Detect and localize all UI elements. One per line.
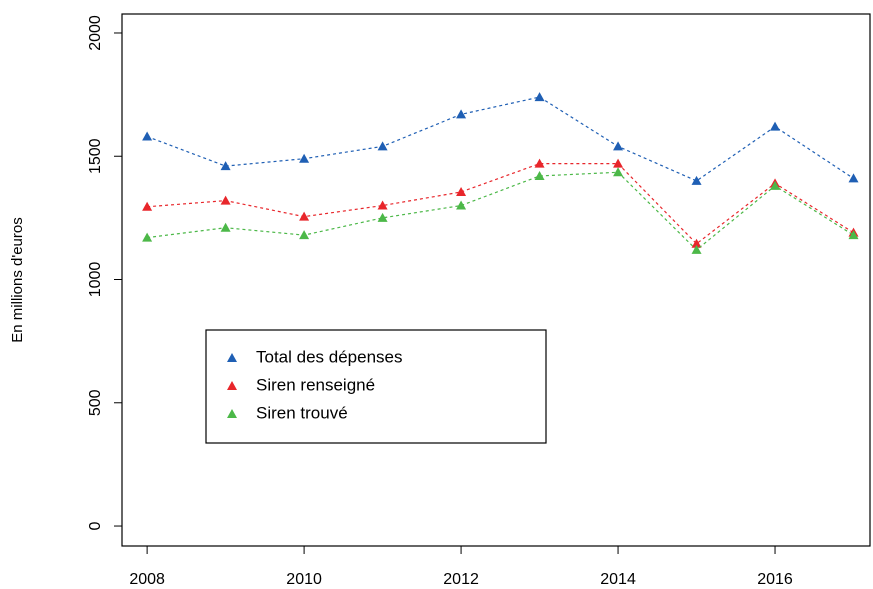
y-tick-label: 0 xyxy=(87,521,104,530)
data-point xyxy=(142,201,153,211)
legend-label: Total des dépenses xyxy=(256,347,403,366)
y-tick-label: 1000 xyxy=(87,262,104,298)
data-point xyxy=(220,195,231,205)
legend-marker xyxy=(227,381,237,390)
y-tick-label: 2000 xyxy=(87,15,104,51)
data-point xyxy=(770,180,781,190)
data-point xyxy=(534,158,545,168)
y-tick-label: 1500 xyxy=(87,138,104,174)
data-point xyxy=(299,211,310,221)
data-point xyxy=(456,109,467,119)
data-point xyxy=(220,222,231,232)
data-point xyxy=(534,170,545,180)
data-point xyxy=(377,200,388,210)
data-point xyxy=(456,200,467,210)
data-point xyxy=(456,186,467,196)
x-tick-label: 2010 xyxy=(286,571,322,588)
series-line xyxy=(146,96,854,182)
data-point xyxy=(691,175,702,185)
data-point xyxy=(691,238,702,248)
legend-label: Siren trouvé xyxy=(256,403,348,422)
legend-box xyxy=(205,329,547,444)
series-line xyxy=(147,163,854,245)
data-point xyxy=(142,131,153,141)
data-point xyxy=(377,212,388,222)
data-point xyxy=(848,230,859,240)
y-axis-label: En millions d'euros xyxy=(9,217,26,342)
data-point xyxy=(691,244,702,254)
data-point xyxy=(613,167,624,177)
data-point xyxy=(142,232,153,242)
legend-marker xyxy=(227,409,237,418)
legend-label: Siren renseigné xyxy=(256,375,375,394)
x-tick-label: 2008 xyxy=(129,571,165,588)
y-tick-label: 500 xyxy=(87,389,104,416)
data-point xyxy=(770,121,781,131)
legend-marker xyxy=(227,353,237,362)
data-point xyxy=(377,141,388,151)
data-point xyxy=(613,158,624,168)
plot-frame xyxy=(121,13,871,547)
data-point xyxy=(534,92,545,102)
data-point xyxy=(220,161,231,171)
data-point xyxy=(613,141,624,151)
series-line xyxy=(147,171,854,251)
x-tick-label: 2012 xyxy=(443,571,479,588)
x-tick-label: 2014 xyxy=(600,571,636,588)
data-point xyxy=(848,173,859,183)
data-point xyxy=(299,230,310,240)
x-tick-label: 2016 xyxy=(757,571,793,588)
data-point xyxy=(299,153,310,163)
